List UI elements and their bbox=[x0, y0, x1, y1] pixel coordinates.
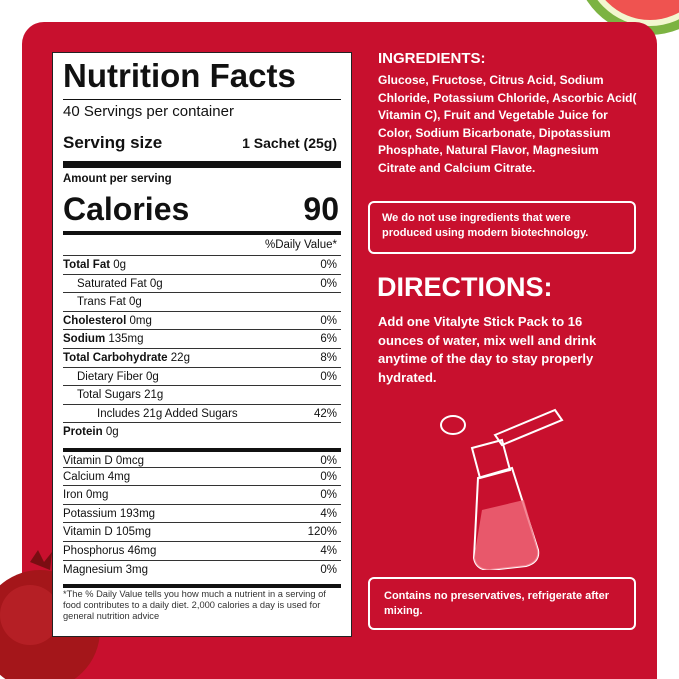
nutrient-amount: 0g bbox=[146, 370, 159, 383]
nutrient-amount: 21g bbox=[144, 389, 164, 402]
nutrient-row: Total Carbohydrate 22g 8% bbox=[63, 348, 341, 367]
nutrient-name: Trans Fat bbox=[77, 296, 126, 309]
nutrient-dv: 8% bbox=[320, 352, 337, 364]
nutrient-row: Vitamin D 0mcg 0% bbox=[63, 448, 341, 470]
nutrient-dv: 42% bbox=[313, 407, 337, 420]
serving-size-label: Serving size bbox=[63, 133, 163, 152]
nutrient-row: Sodium 135mg 6% bbox=[63, 329, 341, 348]
nutrient-row: Trans Fat 0g bbox=[63, 292, 341, 311]
directions-heading: DIRECTIONS: bbox=[377, 272, 553, 302]
nutrient-row: Vitamin D 105mg 120% bbox=[63, 522, 341, 541]
nutrient-name: Phosphorus bbox=[63, 545, 125, 557]
nutrient-name: Iron bbox=[63, 489, 83, 502]
nutrient-name: Total Fat bbox=[63, 259, 111, 271]
directions-text: Add one Vitalyte Stick Pack to 16 ounces… bbox=[378, 314, 597, 385]
nutrient-row: Potassium 193mg 4% bbox=[63, 503, 341, 523]
nutrient-dv: 4% bbox=[320, 545, 337, 557]
nutrient-row: Phosphorus 46mg 4% bbox=[63, 541, 341, 560]
nutrient-amount: 4mg bbox=[107, 470, 131, 483]
nutrient-amount: 0mg bbox=[129, 314, 152, 327]
nutrient-name: Includes 21g Added Sugars bbox=[97, 407, 238, 420]
nutrient-row: Iron 0mg 0% bbox=[63, 485, 341, 504]
nutrient-amount: 46mg bbox=[127, 545, 157, 557]
nutrition-label: Nutrition Facts 40 Servings per containe… bbox=[52, 52, 352, 637]
nutrient-name: Potassium bbox=[63, 507, 117, 520]
nutrient-dv: 0% bbox=[320, 563, 337, 576]
calories: 90 bbox=[303, 191, 339, 227]
nutrient-dv: 0% bbox=[320, 259, 337, 271]
nutrient-row: Magnesium 3mg 0% bbox=[63, 559, 341, 579]
servings: 40 Servings per container bbox=[63, 103, 234, 120]
bottle-illustration bbox=[440, 408, 564, 570]
dv-header: %Daily Value* bbox=[264, 239, 337, 251]
nutrient-dv: 0% bbox=[320, 370, 337, 383]
directions-note: Contains no preservatives, refrigerate a… bbox=[368, 577, 636, 630]
nutrient-row: Protein 0g bbox=[63, 422, 341, 441]
footnote: *The % Daily Value tells you how much a … bbox=[63, 589, 326, 621]
serving-size: 1 Sachet (25g) bbox=[242, 135, 337, 151]
nutrient-dv: 4% bbox=[320, 507, 337, 520]
nutrient-amount: 0g bbox=[113, 259, 127, 271]
nutrient-amount: 0mg bbox=[86, 489, 109, 502]
nutrient-amount: 0mcg bbox=[115, 455, 144, 467]
nutrient-row: Total Fat 0g 0% bbox=[63, 255, 341, 274]
nutrient-name: Vitamin D bbox=[63, 526, 113, 539]
nutrient-dv: 120% bbox=[307, 526, 337, 539]
nutrient-dv: 0% bbox=[320, 470, 337, 483]
nutrient-amount: 22g bbox=[170, 352, 190, 364]
nutrient-dv: 0% bbox=[320, 314, 337, 327]
nutrient-amount: 193mg bbox=[119, 507, 156, 520]
nutrient-dv: 0% bbox=[320, 489, 337, 502]
calories-label: Calories bbox=[63, 191, 190, 227]
nutrient-row: Total Sugars 21g bbox=[63, 385, 341, 404]
nutrient-amount: 135mg bbox=[108, 333, 144, 346]
nutrient-row: Includes 21g Added Sugars 42% bbox=[63, 403, 341, 423]
nutrient-name: Magnesium bbox=[63, 563, 123, 576]
nutrient-name: Total Sugars bbox=[77, 389, 141, 402]
amount-per-serving: Amount per serving bbox=[63, 173, 172, 185]
nutrient-dv: 6% bbox=[320, 333, 337, 346]
watermelon-flesh bbox=[605, 0, 679, 20]
nutrient-row: Dietary Fiber 0g 0% bbox=[63, 366, 341, 386]
nutrient-amount: 3mg bbox=[125, 563, 149, 576]
nutrient-amount: 105mg bbox=[115, 526, 152, 539]
nutrient-name: Total Carbohydrate bbox=[63, 352, 168, 364]
nutrient-name: Vitamin D bbox=[63, 455, 113, 467]
nutrient-name: Protein bbox=[63, 426, 103, 439]
nutrient-amount: 0g bbox=[149, 277, 163, 290]
nutrient-dv: 0% bbox=[320, 277, 337, 290]
nutrient-name: Saturated Fat bbox=[77, 277, 147, 290]
nutrient-amount: 0g bbox=[105, 426, 119, 439]
nutrient-row: Cholesterol 0mg 0% bbox=[63, 310, 341, 330]
nutrient-name: Cholesterol bbox=[63, 314, 127, 327]
nutrient-name: Calcium bbox=[63, 470, 105, 483]
label-title: Nutrition Facts bbox=[63, 57, 296, 94]
nutrient-dv: 0% bbox=[320, 455, 337, 467]
ingredients-text: Glucose, Fructose, Citrus Acid, Sodium C… bbox=[378, 73, 637, 175]
nutrient-row: Saturated Fat 0g 0% bbox=[63, 273, 341, 293]
nutrient-amount: 0g bbox=[128, 296, 142, 309]
nutrient-row: Calcium 4mg 0% bbox=[63, 466, 341, 486]
ingredients-heading: INGREDIENTS: bbox=[378, 50, 486, 67]
ingredients-note: We do not use ingredients that were prod… bbox=[368, 201, 636, 254]
nutrient-name: Sodium bbox=[63, 333, 106, 346]
nutrient-name: Dietary Fiber bbox=[77, 370, 143, 383]
